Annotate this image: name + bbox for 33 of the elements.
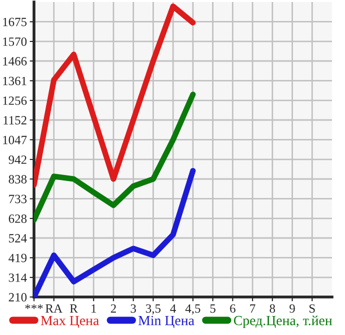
legend-label: Max Цена [40, 316, 99, 328]
x-tick-label: 3 [130, 304, 136, 313]
x-tick-label: 9 [290, 304, 295, 313]
y-tick-label: 838 [8, 175, 27, 184]
y-tick-label: 524 [9, 234, 27, 242]
x-tick-label: 2 [110, 304, 116, 313]
y-tick-label: 314 [8, 274, 27, 282]
y-tick-label: 1047 [3, 136, 27, 144]
y-tick-label: 628 [8, 214, 27, 223]
x-tick-label: 5 [210, 304, 216, 313]
x-tick-label: 3,5 [146, 304, 161, 315]
y-tick-label: 1466 [3, 57, 27, 66]
x-tick-label: 1 [92, 304, 96, 313]
y-tick-label: 1361 [3, 76, 26, 86]
x-tick-label: 6 [230, 304, 236, 313]
x-tick-label: R [70, 304, 78, 313]
x-tick-label: 7 [250, 304, 256, 313]
x-tick-label: 8 [270, 304, 276, 313]
x-tick-label: S [309, 304, 315, 313]
y-tick-label: 733 [9, 194, 27, 204]
legend-label: Min Цена [138, 316, 194, 328]
y-tick-label: 210 [8, 293, 27, 302]
x-tick-label: 4,5 [185, 304, 200, 315]
y-tick-label: 1152 [4, 116, 26, 124]
y-tick-label: 419 [8, 254, 27, 262]
x-tick-label: RA [46, 304, 62, 313]
y-tick-label: 942 [8, 156, 26, 164]
y-tick-label: 1675 [3, 18, 27, 26]
y-tick-label: 1256 [3, 96, 27, 105]
x-tick-label: *** [25, 304, 43, 310]
legend-label: Сред.Цена, т.йен [234, 316, 332, 328]
y-tick-label: 1570 [3, 37, 27, 46]
x-tick-label: 4 [170, 304, 176, 313]
